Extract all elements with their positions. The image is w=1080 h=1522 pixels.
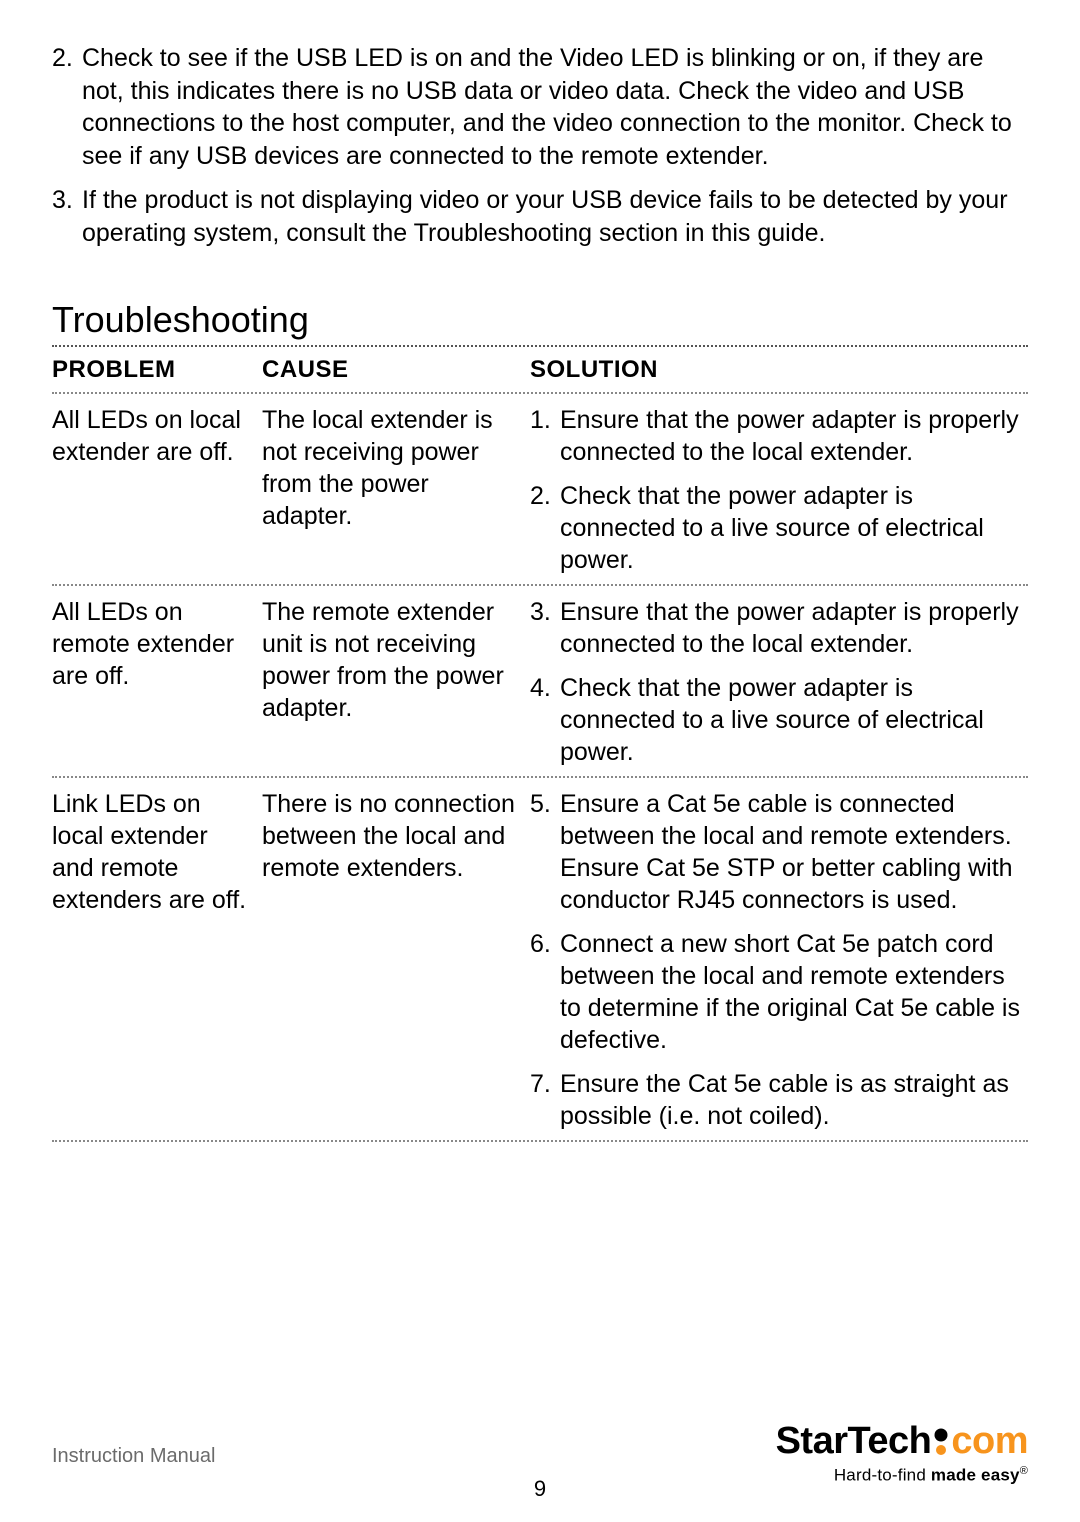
solution-item: 1. Ensure that the power adapter is prop…: [530, 404, 1028, 468]
solution-number: 6.: [530, 928, 560, 1056]
cell-problem: All LEDs on remote extender are off.: [52, 596, 262, 768]
table-row: All LEDs on remote extender are off. The…: [52, 586, 1028, 778]
solution-text: Check that the power adapter is connecte…: [560, 480, 1028, 576]
cell-solution: 1. Ensure that the power adapter is prop…: [530, 404, 1028, 576]
cell-cause: The local extender is not receiving powe…: [262, 404, 530, 576]
cell-problem: Link LEDs on local extender and remote e…: [52, 788, 262, 1132]
solution-number: 3.: [530, 596, 560, 660]
th-problem: PROBLEM: [52, 355, 262, 386]
solution-text: Ensure a Cat 5e cable is connected betwe…: [560, 788, 1028, 916]
solution-list: 1. Ensure that the power adapter is prop…: [530, 404, 1028, 576]
cell-problem: All LEDs on local extender are off.: [52, 404, 262, 576]
solution-number: 1.: [530, 404, 560, 468]
tagline-pre: Hard-to-find: [834, 1466, 931, 1485]
startech-logo: StarTech com: [776, 1420, 1028, 1463]
solution-list: 5. Ensure a Cat 5e cable is connected be…: [530, 788, 1028, 1132]
logo-main: StarTech: [776, 1420, 932, 1463]
tagline-bold: made easy: [931, 1466, 1020, 1485]
section-heading: Troubleshooting: [52, 299, 1028, 347]
cell-cause: The remote extender unit is not receivin…: [262, 596, 530, 768]
solution-text: Ensure the Cat 5e cable is as straight a…: [560, 1068, 1028, 1132]
page-number: 9: [534, 1476, 546, 1502]
logo-suffix: com: [951, 1420, 1028, 1463]
intro-item: 3. If the product is not displaying vide…: [52, 184, 1028, 249]
solution-text: Check that the power adapter is connecte…: [560, 672, 1028, 768]
solution-text: Ensure that the power adapter is properl…: [560, 404, 1028, 468]
solution-item: 3. Ensure that the power adapter is prop…: [530, 596, 1028, 660]
cell-solution: 5. Ensure a Cat 5e cable is connected be…: [530, 788, 1028, 1132]
solution-item: 4. Check that the power adapter is conne…: [530, 672, 1028, 768]
solution-number: 7.: [530, 1068, 560, 1132]
list-text: If the product is not displaying video o…: [82, 184, 1028, 249]
intro-item: 2. Check to see if the USB LED is on and…: [52, 42, 1028, 172]
table-row: All LEDs on local extender are off. The …: [52, 394, 1028, 586]
tagline: Hard-to-find made easy®: [776, 1465, 1028, 1486]
solution-number: 5.: [530, 788, 560, 916]
footer-label: Instruction Manual: [52, 1445, 215, 1486]
solution-list: 3. Ensure that the power adapter is prop…: [530, 596, 1028, 768]
intro-list: 2. Check to see if the USB LED is on and…: [52, 42, 1028, 249]
th-cause: CAUSE: [262, 355, 530, 386]
cell-cause: There is no connection between the local…: [262, 788, 530, 1132]
cell-solution: 3. Ensure that the power adapter is prop…: [530, 596, 1028, 768]
table-header-row: PROBLEM CAUSE SOLUTION: [52, 347, 1028, 394]
solution-item: 5. Ensure a Cat 5e cable is connected be…: [530, 788, 1028, 916]
solution-item: 2. Check that the power adapter is conne…: [530, 480, 1028, 576]
solution-text: Ensure that the power adapter is properl…: [560, 596, 1028, 660]
logo-dots-icon: [932, 1427, 950, 1457]
solution-number: 2.: [530, 480, 560, 576]
list-number: 2.: [52, 42, 82, 172]
th-solution: SOLUTION: [530, 355, 1028, 386]
list-text: Check to see if the USB LED is on and th…: [82, 42, 1028, 172]
solution-item: 6. Connect a new short Cat 5e patch cord…: [530, 928, 1028, 1056]
list-number: 3.: [52, 184, 82, 249]
solution-number: 4.: [530, 672, 560, 768]
troubleshooting-table: PROBLEM CAUSE SOLUTION All LEDs on local…: [52, 347, 1028, 1142]
registered-icon: ®: [1020, 1465, 1028, 1477]
brand-block: StarTech com Hard-to-find made easy®: [776, 1420, 1028, 1486]
solution-item: 7. Ensure the Cat 5e cable is as straigh…: [530, 1068, 1028, 1132]
solution-text: Connect a new short Cat 5e patch cord be…: [560, 928, 1028, 1056]
table-row: Link LEDs on local extender and remote e…: [52, 778, 1028, 1142]
